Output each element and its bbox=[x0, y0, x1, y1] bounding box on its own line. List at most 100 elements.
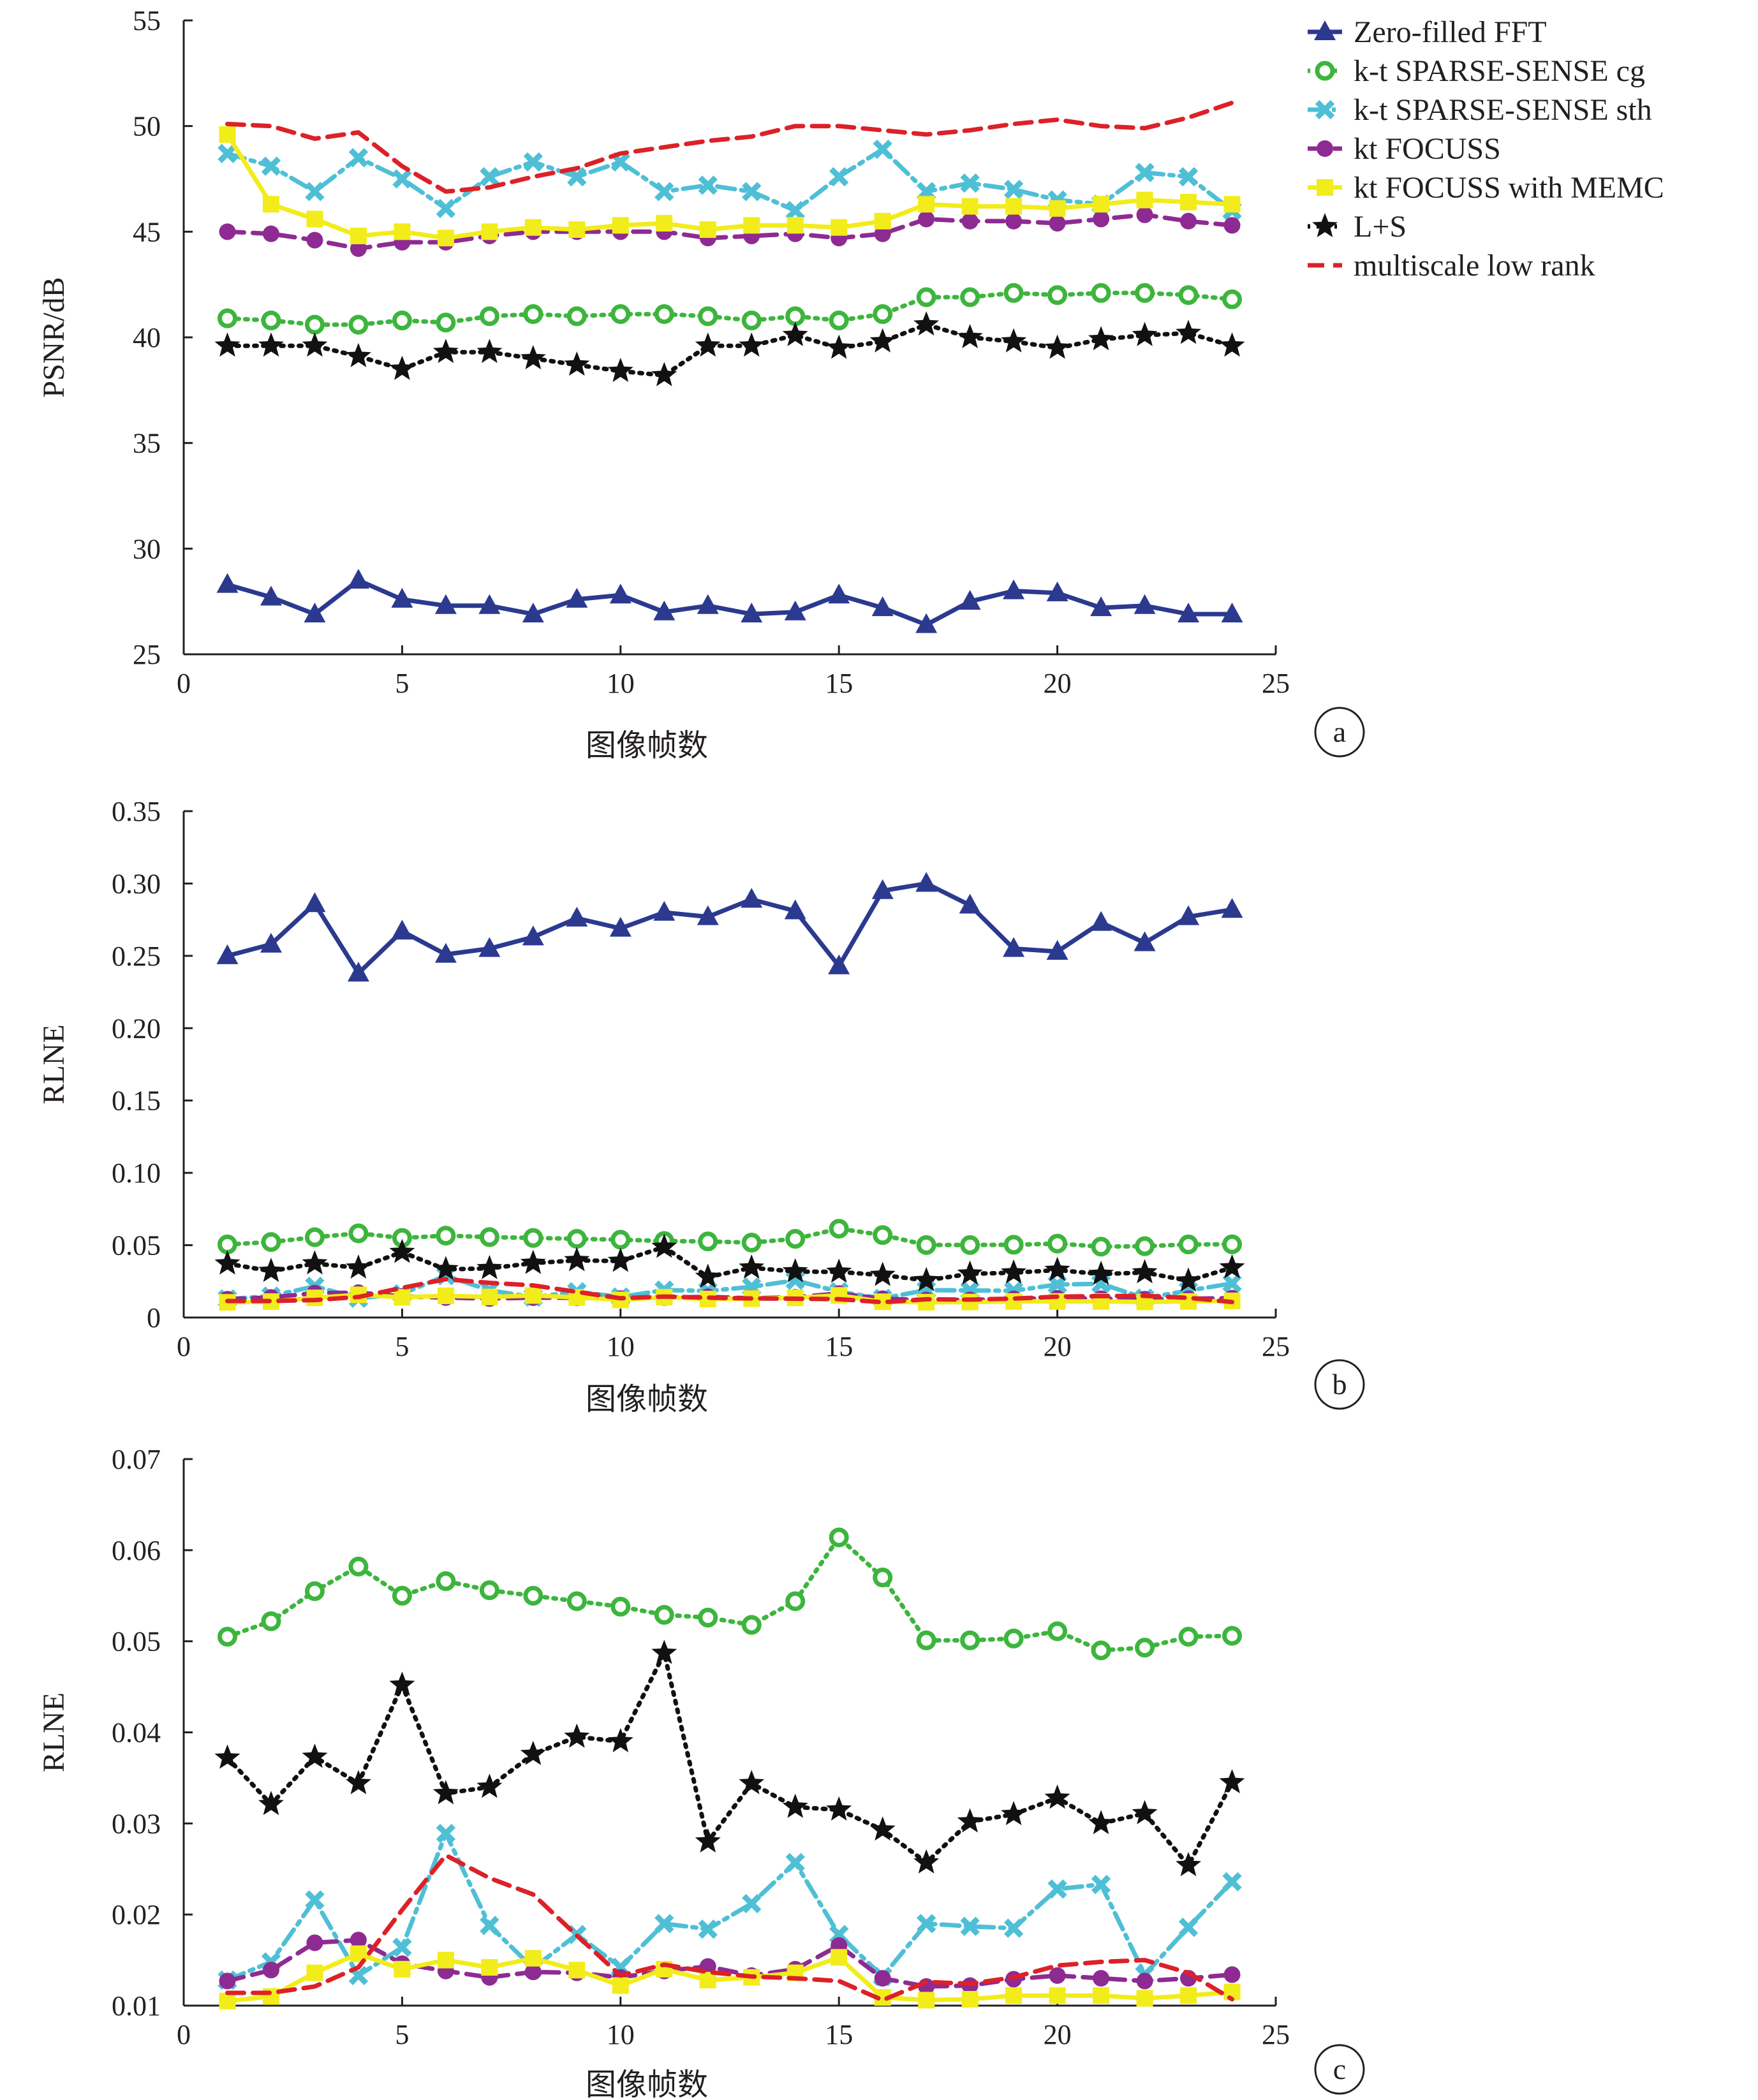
data-point-zf bbox=[1221, 898, 1243, 918]
y-axis-title: RLNE bbox=[37, 1692, 71, 1772]
data-point-sth bbox=[261, 156, 281, 176]
data-point-ls bbox=[1088, 1810, 1114, 1835]
data-point-foc bbox=[874, 1970, 891, 1987]
data-point-memc bbox=[831, 1949, 848, 1966]
legend-label: multiscale low rank bbox=[1354, 249, 1595, 283]
data-point-ls bbox=[782, 321, 808, 346]
data-point-ls bbox=[1001, 1259, 1027, 1284]
x-tick-label: 15 bbox=[825, 2019, 853, 2050]
data-point-zf bbox=[697, 594, 719, 614]
data-point-cg bbox=[261, 1611, 281, 1631]
y-axis-title: PSNR/dB bbox=[37, 277, 71, 397]
data-point-ls bbox=[607, 1247, 633, 1272]
data-point-ls bbox=[432, 339, 459, 363]
data-point-ls bbox=[957, 324, 983, 348]
y-tick-label: 0 bbox=[147, 1302, 161, 1333]
data-point-zf bbox=[784, 600, 806, 620]
data-point-cg bbox=[304, 314, 325, 335]
data-point-cg bbox=[1047, 285, 1068, 305]
data-point-zf bbox=[1178, 603, 1200, 623]
series-line-cg bbox=[225, 290, 1234, 327]
data-point-ls bbox=[1044, 1256, 1070, 1281]
y-tick-label: 0.02 bbox=[112, 1899, 161, 1930]
panel-label-circle bbox=[1314, 1359, 1365, 1410]
x-tick-label: 5 bbox=[395, 1331, 409, 1362]
data-point-zf bbox=[391, 920, 413, 940]
data-point-cg bbox=[217, 1627, 237, 1647]
data-point-memc bbox=[1180, 193, 1197, 210]
data-point-sth bbox=[785, 201, 805, 221]
data-point-ls bbox=[345, 342, 371, 367]
data-point-memc bbox=[743, 217, 760, 234]
legend-item-memc: kt FOCUSS with MEMC bbox=[1308, 171, 1664, 205]
data-point-cg bbox=[1135, 283, 1155, 303]
x-axis-title: 图像帧数 bbox=[586, 1383, 708, 1416]
data-point-cg bbox=[741, 310, 762, 330]
series-line-ls bbox=[225, 1245, 1234, 1283]
y-axis-title: RLNE bbox=[37, 1024, 71, 1104]
y-tick-label: 0.15 bbox=[112, 1085, 161, 1117]
data-point-zf bbox=[260, 932, 282, 953]
y-tick-label: 0.06 bbox=[112, 1535, 161, 1566]
data-point-ls bbox=[957, 1260, 983, 1285]
data-point-ls bbox=[695, 1828, 721, 1853]
x-tick-label: 5 bbox=[395, 668, 409, 699]
data-point-cg bbox=[1135, 1638, 1155, 1658]
data-point-cg bbox=[217, 308, 237, 328]
data-point-zf bbox=[522, 925, 544, 946]
data-point-memc bbox=[524, 1287, 542, 1304]
data-point-zf bbox=[959, 893, 981, 914]
data-point-sth bbox=[1003, 1918, 1024, 1938]
data-point-cg bbox=[873, 304, 893, 325]
data-point-cg bbox=[261, 310, 281, 330]
data-point-sth bbox=[392, 1937, 412, 1957]
y-tick-label: 25 bbox=[133, 639, 161, 670]
data-point-cg bbox=[698, 1608, 718, 1628]
data-point-sth bbox=[873, 139, 892, 159]
data-point-sth bbox=[1091, 1874, 1111, 1895]
data-point-zf bbox=[1046, 581, 1068, 601]
data-point-cg bbox=[610, 304, 631, 325]
data-point-zf bbox=[871, 879, 894, 899]
data-point-zf bbox=[216, 944, 239, 964]
data-point-sth bbox=[218, 143, 237, 163]
legend-label: kt FOCUSS bbox=[1354, 132, 1501, 166]
data-point-cg bbox=[829, 1527, 849, 1548]
x-tick-label: 0 bbox=[177, 2019, 191, 2050]
data-point-ls bbox=[869, 1261, 896, 1286]
data-point-zf bbox=[1090, 911, 1112, 931]
x-tick-label: 10 bbox=[607, 668, 635, 699]
data-point-zf bbox=[741, 603, 763, 623]
data-point-cg bbox=[916, 287, 936, 307]
data-point-cg bbox=[654, 1604, 674, 1625]
data-point-zf bbox=[1178, 905, 1200, 925]
data-point-cg bbox=[304, 1227, 325, 1247]
data-point-foc bbox=[1136, 206, 1153, 223]
data-point-ls bbox=[826, 334, 852, 359]
data-point-zf bbox=[522, 603, 544, 623]
data-point-foc bbox=[350, 240, 367, 257]
data-point-ls bbox=[1219, 1254, 1245, 1279]
data-point-ls bbox=[1176, 1852, 1201, 1876]
data-point-zf bbox=[304, 892, 326, 913]
data-point-cg bbox=[654, 304, 674, 325]
y-tick-label: 30 bbox=[133, 533, 161, 564]
data-point-ls bbox=[913, 1849, 940, 1874]
data-point-ls bbox=[1132, 1800, 1158, 1825]
data-point-cg bbox=[1003, 283, 1024, 303]
series-ls bbox=[214, 1640, 1245, 1876]
series-line-sth bbox=[225, 147, 1234, 213]
data-point-ls bbox=[957, 1808, 983, 1833]
data-point-cg bbox=[479, 1227, 499, 1247]
legend-item-sth: k-t SPARSE-SENSE sth bbox=[1308, 93, 1652, 127]
x-tick-label: 5 bbox=[395, 2019, 409, 2050]
data-point-foc bbox=[1049, 215, 1066, 232]
data-point-memc bbox=[1223, 196, 1241, 213]
data-point-cg bbox=[1091, 1640, 1111, 1661]
data-point-cg bbox=[698, 306, 718, 327]
data-point-ls bbox=[258, 1258, 284, 1282]
x-tick-label: 20 bbox=[1044, 2019, 1072, 2050]
y-tick-label: 35 bbox=[133, 428, 161, 459]
data-point-ls bbox=[520, 1740, 546, 1765]
data-point-cg bbox=[1178, 1234, 1199, 1254]
